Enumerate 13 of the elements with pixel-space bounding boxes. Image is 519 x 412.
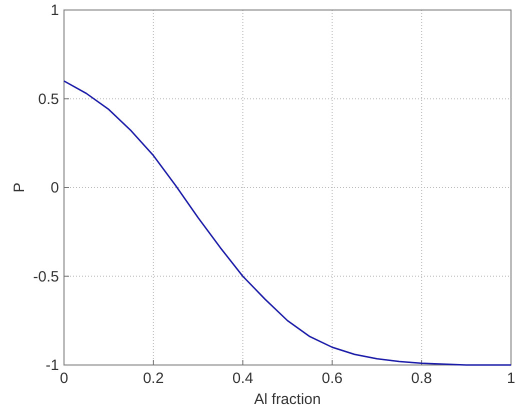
y-tick-label: 0 bbox=[50, 180, 59, 196]
x-tick-label: 1 bbox=[506, 370, 516, 387]
y-tick-label: -1 bbox=[46, 357, 59, 374]
y-tick-label: 1 bbox=[50, 2, 59, 19]
x-axis-title: Al fraction bbox=[254, 391, 321, 408]
x-tick-label: 0.4 bbox=[232, 370, 254, 387]
y-tick-label: 0.5 bbox=[38, 90, 59, 108]
line-series bbox=[63, 80, 512, 366]
y-tick-label: -0.5 bbox=[33, 268, 59, 286]
x-tick-label: 0.6 bbox=[322, 370, 343, 387]
y-axis-title: P bbox=[11, 182, 28, 193]
x-tick-label: 0.2 bbox=[142, 370, 164, 387]
x-tick-label: 0.8 bbox=[411, 370, 432, 387]
